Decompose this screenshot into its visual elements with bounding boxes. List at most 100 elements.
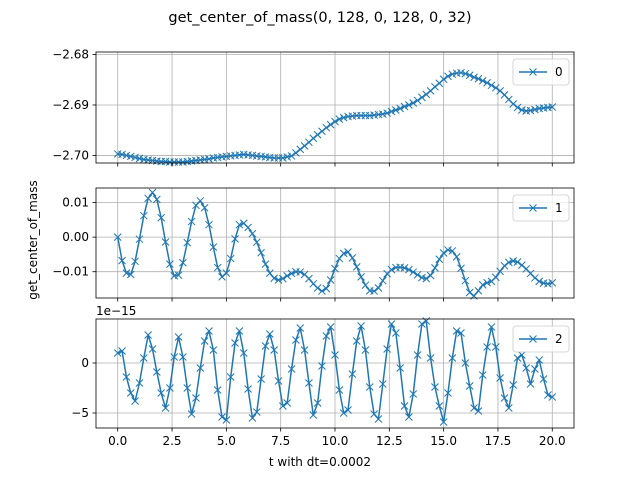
data-point <box>309 134 318 143</box>
grid <box>96 319 574 428</box>
series-markers-2 <box>113 317 557 426</box>
data-point <box>331 117 339 126</box>
data-point <box>161 238 170 246</box>
data-point <box>265 269 274 277</box>
grid <box>96 52 574 163</box>
data-point <box>157 389 166 397</box>
data-point <box>231 339 239 347</box>
data-point <box>548 278 557 287</box>
data-point <box>544 391 552 399</box>
data-point <box>170 353 179 361</box>
data-point <box>418 320 426 328</box>
data-point <box>313 399 322 407</box>
subplot-0: −2.70 −2.69 −2.68 0 <box>52 48 575 167</box>
data-point <box>144 331 152 339</box>
data-point <box>422 90 431 99</box>
data-point <box>205 220 213 229</box>
legend: 2 <box>512 325 570 353</box>
data-point <box>509 257 518 265</box>
data-point <box>483 343 491 351</box>
data-point <box>187 217 196 226</box>
subplot-2: −5 0 0.0 2.5 5.0 7.5 10.0 12.5 15.0 17.5 20.0 1e−15… <box>71 304 575 448</box>
data-point <box>374 415 383 423</box>
data-point <box>318 287 326 295</box>
data-point <box>513 258 522 266</box>
data-point <box>200 337 209 345</box>
data-point <box>179 258 187 267</box>
y-tick-label: −2.70 <box>52 148 89 162</box>
legend-marker <box>529 68 537 76</box>
data-point <box>357 273 365 281</box>
data-point <box>339 249 348 258</box>
data-point <box>444 389 452 397</box>
x-tick-label: 7.5 <box>271 434 290 448</box>
data-point <box>113 233 122 241</box>
data-point <box>318 362 326 370</box>
data-point <box>296 268 305 276</box>
data-point <box>183 384 192 392</box>
data-point <box>148 345 157 353</box>
data-point <box>335 386 344 394</box>
data-point <box>283 272 292 280</box>
y-offset-text: 1e−15 <box>96 304 136 318</box>
data-point <box>409 99 418 107</box>
data-point <box>274 377 283 385</box>
x-tick-label: 12.5 <box>376 434 403 448</box>
data-point <box>426 354 435 362</box>
data-point <box>522 364 531 372</box>
data-point <box>174 271 183 280</box>
legend-label: 2 <box>555 332 563 346</box>
data-point <box>248 229 257 238</box>
data-point <box>218 413 226 421</box>
data-point <box>470 404 478 412</box>
data-point <box>118 256 126 265</box>
data-point <box>431 264 439 272</box>
legend-label: 0 <box>555 65 563 79</box>
data-point <box>209 346 218 354</box>
x-tick-label: 20.0 <box>539 434 566 448</box>
data-point <box>113 349 122 357</box>
data-point <box>474 74 483 83</box>
data-point <box>405 101 413 109</box>
data-point <box>465 71 474 80</box>
data-point <box>235 327 244 335</box>
y-tick-label: −2.68 <box>52 48 89 62</box>
legend-marker <box>529 204 537 212</box>
data-point <box>305 379 313 387</box>
data-point <box>509 100 518 108</box>
data-point <box>226 373 235 381</box>
data-point <box>131 257 139 266</box>
data-point <box>387 107 396 116</box>
data-point <box>457 264 465 273</box>
data-point <box>535 277 544 286</box>
y-tick-label: 0.00 <box>62 230 89 244</box>
data-point <box>413 351 422 359</box>
subplots: −2.70 −2.69 −2.68 0 −0.01 0.00 0.01 1 −5 0 0.0 2.5 5… <box>52 48 575 448</box>
data-point <box>126 389 135 397</box>
data-point <box>322 332 331 340</box>
data-point <box>292 149 300 157</box>
data-point <box>309 411 318 419</box>
data-point <box>357 322 365 330</box>
data-point <box>504 404 513 412</box>
legend-marker <box>529 335 537 343</box>
data-point <box>187 410 196 418</box>
y-axis-label: get_center_of_mass <box>26 180 40 299</box>
data-point <box>483 278 491 287</box>
data-point <box>348 254 357 262</box>
data-point <box>444 72 452 81</box>
data-point <box>452 252 461 261</box>
data-point <box>413 270 422 279</box>
data-point <box>283 399 292 407</box>
data-point <box>439 75 448 84</box>
data-point <box>418 93 426 102</box>
data-point <box>296 324 305 332</box>
data-point <box>361 281 370 290</box>
data-point <box>148 188 157 197</box>
data-point <box>491 343 500 351</box>
data-point <box>135 379 144 387</box>
data-point <box>231 234 239 243</box>
data-point <box>396 364 405 372</box>
data-point <box>461 276 470 285</box>
data-point <box>400 264 409 272</box>
